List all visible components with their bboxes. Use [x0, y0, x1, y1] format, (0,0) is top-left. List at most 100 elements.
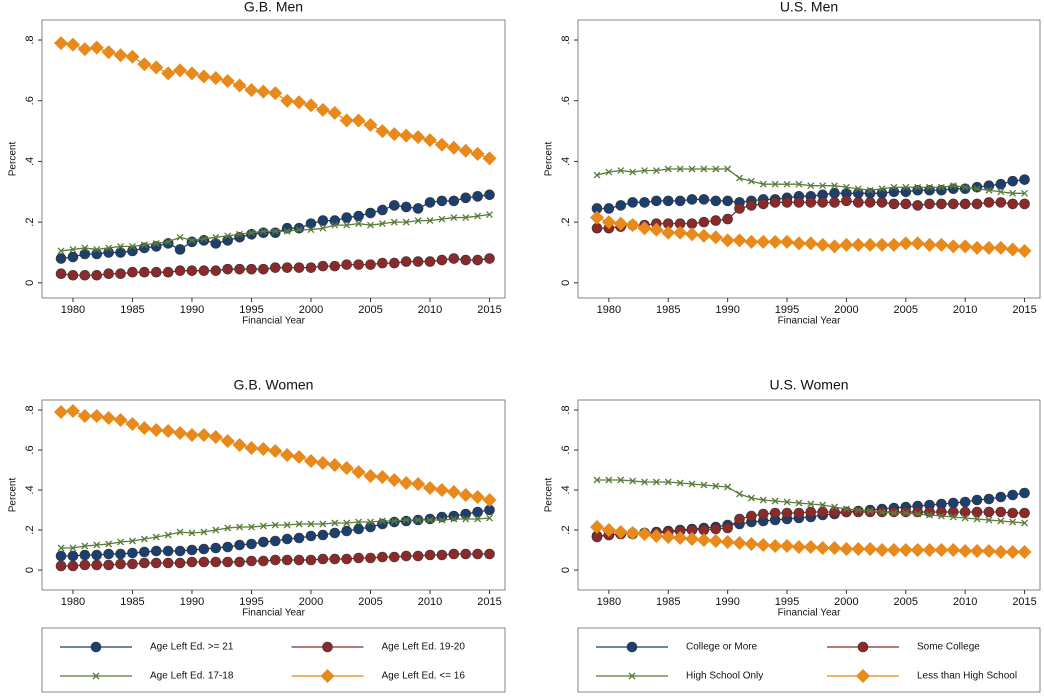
marker [414, 217, 422, 225]
marker [674, 195, 686, 207]
marker [710, 215, 722, 226]
marker [113, 48, 128, 63]
marker [627, 197, 638, 208]
y-tick-label: .4 [24, 157, 36, 166]
y-axis-label: Percent [544, 478, 555, 513]
marker [768, 234, 783, 249]
marker [783, 498, 791, 506]
marker [450, 214, 458, 222]
marker [922, 543, 937, 557]
x-tick-label: 2000 [834, 304, 858, 316]
marker [307, 226, 315, 234]
x-tick-label: 2015 [1012, 304, 1036, 316]
marker [317, 260, 329, 272]
y-tick-label: .4 [560, 485, 572, 494]
marker [673, 225, 688, 240]
x-tick-label: 2015 [477, 304, 501, 316]
y-tick-label: 0 [560, 567, 572, 573]
marker [652, 478, 660, 486]
marker [224, 524, 232, 532]
marker [91, 549, 103, 561]
marker [888, 506, 900, 518]
marker [857, 641, 869, 653]
marker [446, 140, 461, 155]
marker [819, 182, 827, 190]
marker [780, 234, 795, 249]
marker [791, 540, 806, 554]
marker [210, 265, 222, 276]
marker [303, 454, 318, 468]
marker [162, 557, 174, 569]
marker [1005, 242, 1020, 257]
marker [317, 553, 329, 565]
marker [973, 515, 981, 523]
marker [912, 200, 923, 211]
marker [815, 541, 830, 555]
x-tick-label: 2015 [1012, 596, 1036, 608]
marker [831, 503, 838, 511]
x-tick-label: 2015 [477, 596, 501, 608]
marker [605, 168, 613, 176]
marker [365, 552, 376, 564]
marker [244, 441, 259, 455]
marker [863, 237, 878, 252]
x-tick-label: 1980 [61, 596, 85, 608]
marker [176, 528, 184, 536]
marker [948, 497, 959, 509]
marker [162, 266, 174, 278]
marker [320, 669, 335, 683]
marker [1021, 189, 1029, 197]
marker [708, 534, 723, 548]
marker [795, 499, 803, 507]
y-tick-label: .2 [560, 525, 572, 534]
marker [390, 218, 398, 226]
marker [236, 230, 244, 238]
marker [890, 509, 898, 517]
marker [710, 195, 722, 207]
marker [756, 538, 771, 552]
marker [448, 548, 460, 560]
marker [246, 263, 257, 275]
marker [866, 507, 874, 515]
marker [258, 263, 269, 275]
marker [91, 269, 103, 281]
marker [981, 544, 996, 558]
x-tick-label: 1990 [180, 596, 204, 608]
marker [651, 195, 662, 207]
marker [747, 177, 755, 185]
marker [137, 57, 152, 72]
marker [864, 506, 876, 518]
marker [173, 426, 188, 440]
marker [734, 513, 745, 525]
marker [615, 200, 627, 211]
marker [293, 222, 305, 234]
y-axis-label: Percent [544, 142, 555, 177]
marker [926, 183, 934, 191]
marker [1021, 519, 1029, 527]
marker [77, 409, 92, 423]
marker [105, 244, 113, 252]
marker [246, 228, 257, 240]
marker [783, 180, 791, 188]
marker [983, 493, 995, 505]
x-tick-label: 1985 [120, 596, 144, 608]
marker [886, 237, 901, 252]
marker [1019, 507, 1030, 519]
marker [387, 473, 402, 487]
marker [626, 641, 638, 653]
marker [720, 535, 735, 549]
marker [355, 220, 363, 228]
marker [174, 545, 186, 557]
marker [101, 411, 116, 425]
marker [150, 266, 162, 278]
marker [412, 203, 424, 214]
marker [736, 174, 743, 182]
marker [910, 236, 925, 251]
marker [482, 493, 497, 507]
marker [902, 509, 910, 517]
marker [993, 545, 1008, 559]
marker [103, 268, 114, 280]
marker [54, 36, 69, 51]
marker [186, 265, 198, 276]
marker [641, 478, 648, 486]
